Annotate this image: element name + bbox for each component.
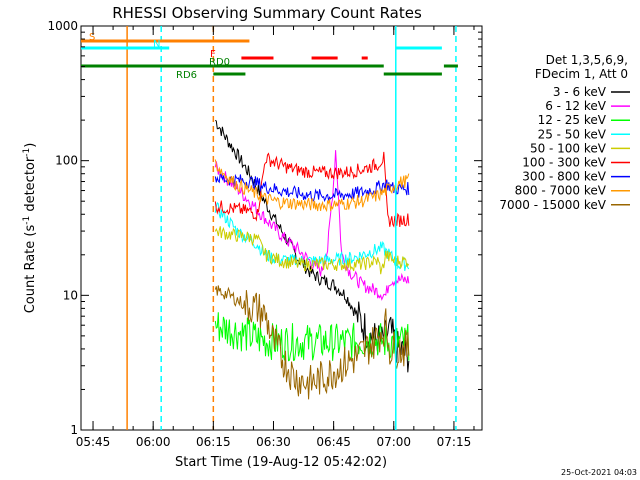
x-axis-label: Start Time (19-Aug-12 05:42:02) xyxy=(175,455,387,470)
y-tick-label: 1000 xyxy=(47,19,78,33)
y-tick-label: 10 xyxy=(63,288,78,302)
y-axis-label: Count Rate (s-1 detector-1) xyxy=(22,143,38,314)
legend-entry-label: 800 - 7000 keV xyxy=(515,184,607,198)
x-axis: 05:45 06:00 06:15 06:30 06:45 07:00 07:15 xyxy=(76,26,475,449)
series-line xyxy=(214,151,410,228)
legend-entry-label: 300 - 800 keV xyxy=(522,170,606,184)
flag-label: F xyxy=(210,49,216,60)
legend-entry-label: 100 - 300 keV xyxy=(522,156,606,170)
x-tick-label: 06:00 xyxy=(136,435,171,449)
legend: Det 1,3,5,6,9, FDecim 1, Att 0 3 - 6 keV… xyxy=(499,53,630,212)
series-line xyxy=(214,285,410,400)
plot-frame xyxy=(80,25,483,431)
x-tick-label: 05:45 xyxy=(76,435,111,449)
series-line xyxy=(214,150,410,301)
legend-entry-label: 3 - 6 keV xyxy=(553,85,607,99)
chart-title: RHESSI Observing Summary Count Rates xyxy=(112,4,422,22)
legend-header-line-1: Det 1,3,5,6,9, xyxy=(546,53,628,67)
series-line xyxy=(214,312,410,362)
legend-header-line-2: FDecim 1, Att 0 xyxy=(535,67,628,81)
legend-entry-label: 25 - 50 keV xyxy=(538,127,607,141)
legend-entry-label: 7000 - 15000 keV xyxy=(499,198,606,212)
legend-entry-label: 50 - 100 keV xyxy=(530,141,607,155)
footer-date: 25-Oct-2021 04:03 xyxy=(561,468,637,477)
legend-entry-label: 12 - 25 keV xyxy=(538,113,607,127)
y-tick-label: 1 xyxy=(70,423,78,437)
series-line xyxy=(214,201,410,271)
legend-entry-label: 6 - 12 keV xyxy=(545,99,607,113)
series-layer xyxy=(214,119,410,400)
flag-label: RD0 xyxy=(209,57,230,68)
flag-label: RD6 xyxy=(176,70,197,81)
series-line xyxy=(214,159,410,213)
y-axis: 1 10 100 1000 xyxy=(47,19,482,437)
x-tick-label: 07:00 xyxy=(376,435,411,449)
series-line xyxy=(214,226,410,275)
x-tick-label: 06:45 xyxy=(316,435,351,449)
chart-title-group: RHESSI Observing Summary Count Rates xyxy=(112,4,422,22)
x-tick-label: 06:30 xyxy=(256,435,291,449)
x-tick-label: 07:15 xyxy=(437,435,472,449)
x-tick-label: 06:15 xyxy=(196,435,231,449)
flag-label: S xyxy=(89,32,95,43)
y-tick-label: 100 xyxy=(55,154,78,168)
vline-layer xyxy=(126,26,457,430)
flag-label: N xyxy=(153,39,160,50)
